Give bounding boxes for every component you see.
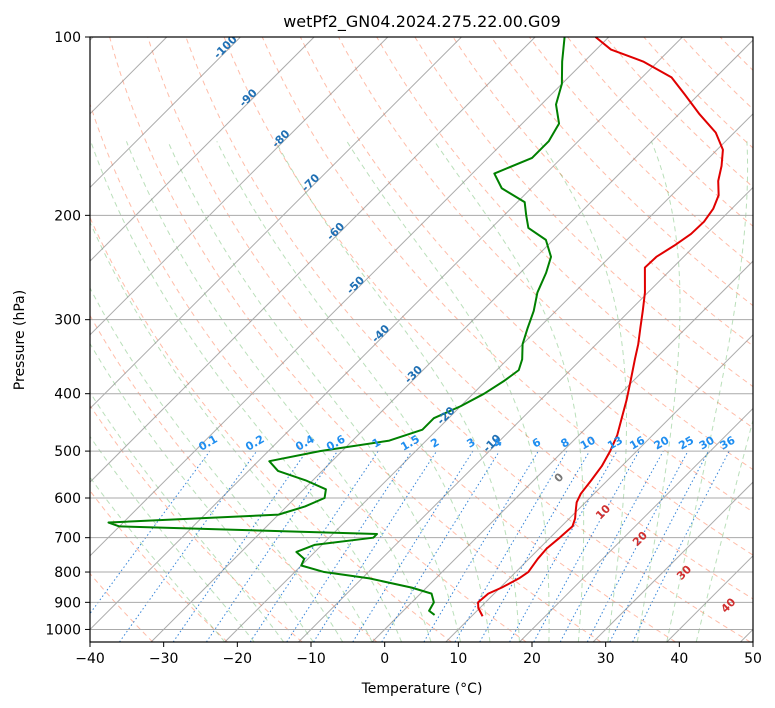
dry-adiabat [299, 37, 753, 513]
y-tick-label: 500 [54, 444, 81, 460]
dry-adiabat [376, 37, 753, 429]
isotherm [519, 407, 753, 642]
dry-adiabat [90, 404, 303, 642]
x-tick-label: 30 [597, 651, 615, 667]
dry-adiabat [223, 37, 753, 600]
y-axis-label: Pressure (hPa) [12, 290, 28, 390]
isotherm [371, 260, 753, 642]
dry-adiabat [452, 37, 753, 347]
chart-title: wetPf2_GN04.2024.275.22.00.G09 [283, 12, 561, 32]
isotherm [90, 37, 389, 336]
isotherm [298, 186, 753, 642]
y-tick-label: 100 [54, 30, 81, 46]
isotherm [90, 37, 241, 189]
mixing-ratio-line [205, 450, 338, 642]
dry-adiabat [90, 572, 154, 642]
isotherm [445, 334, 753, 642]
isotherm [224, 113, 753, 642]
mixing-ratio-line [381, 450, 500, 642]
x-tick-label: 10 [449, 651, 467, 667]
x-tick-label: 40 [670, 651, 688, 667]
dry-adiabat [109, 37, 602, 642]
y-tick-label: 200 [54, 208, 81, 224]
mixing-ratio-line [172, 450, 308, 642]
dry-adiabat [90, 314, 378, 642]
x-tick-label: 0 [380, 651, 389, 667]
x-tick-label: −20 [223, 651, 253, 667]
mixing-ratio-line [249, 450, 379, 642]
dry-adiabat [490, 37, 753, 307]
isotherm [90, 37, 683, 631]
isotherm [592, 481, 753, 642]
isotherm [90, 37, 315, 262]
plot-area: -100-90-80-70-60-50-40-30-20-100.1 0.2 0.4… [90, 37, 753, 642]
x-tick-label: 50 [744, 651, 762, 667]
x-tick-label: 20 [523, 651, 541, 667]
y-tick-label: 300 [54, 313, 81, 329]
dry-adiabat [90, 216, 452, 642]
dry-adiabat [261, 37, 753, 556]
dry-adiabat [90, 102, 527, 642]
mixing-ratio-line [119, 450, 258, 642]
x-tick-label: −40 [75, 651, 105, 667]
isotherm [90, 37, 610, 557]
mixing-ratio-line [632, 450, 730, 642]
y-tick-label: 900 [54, 595, 81, 611]
plot-frame [89, 36, 754, 643]
x-axis-label: Temperature (°C) [361, 681, 483, 697]
mixing-ratio-line [559, 450, 664, 642]
y-tick-label: 700 [54, 531, 81, 547]
y-tick-label: 600 [54, 491, 81, 507]
dry-adiabat [147, 37, 676, 642]
dewpoint-profile [107, 37, 566, 616]
isotherm [90, 37, 536, 483]
mixing-ratio-line [313, 450, 438, 642]
temperature-profile [477, 37, 724, 617]
mixing-ratio-line [509, 450, 618, 642]
dry-adiabat [338, 37, 753, 471]
mixing-ratio-line [286, 450, 413, 642]
mixing-ratio-line [533, 450, 640, 642]
y-tick-label: 800 [54, 565, 81, 581]
x-tick-label: −30 [149, 651, 179, 667]
axes: −40 −30 −20 −10 0 10 20 30 40 50 100 200 300 400 500 60… [45, 30, 762, 667]
x-tick-label: −10 [296, 651, 326, 667]
y-tick-label: 400 [54, 387, 81, 403]
isotherm [150, 39, 753, 642]
y-tick-label: 1000 [45, 622, 81, 638]
isotherm [90, 37, 462, 410]
mixing-ratio-line [90, 450, 211, 615]
